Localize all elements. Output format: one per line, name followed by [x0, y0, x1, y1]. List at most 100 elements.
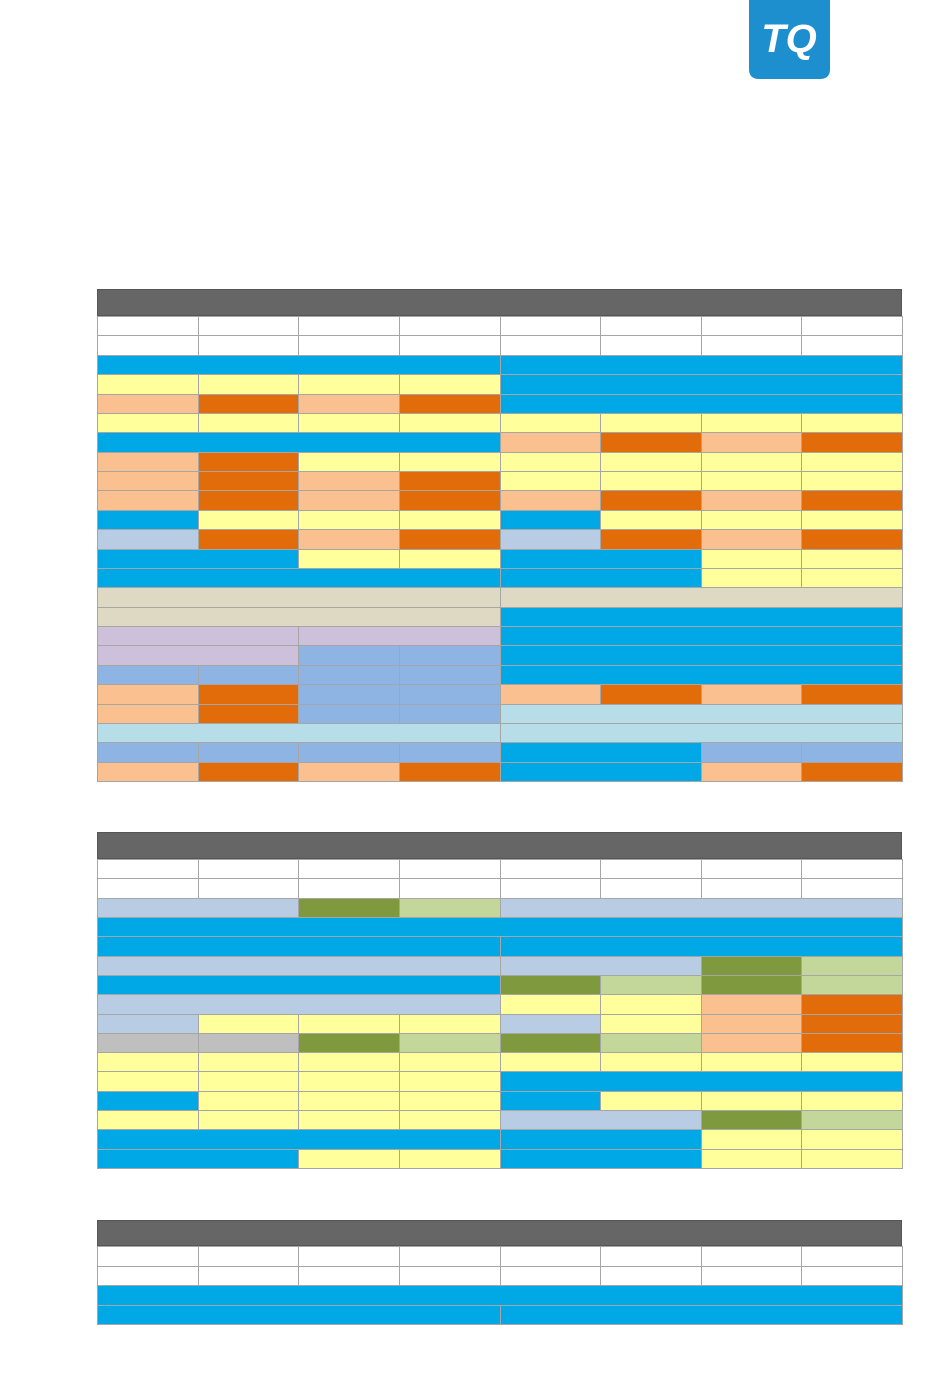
table-cell	[298, 1265, 400, 1286]
table-cell	[600, 974, 702, 996]
table-cell	[97, 936, 501, 957]
table-cell	[801, 509, 903, 531]
table-cell	[499, 1090, 602, 1112]
table-cell	[600, 994, 702, 1015]
table-cell	[398, 897, 501, 918]
table-cell	[298, 1013, 400, 1034]
table-cell	[801, 1013, 903, 1034]
table-cell	[801, 529, 903, 550]
table-cell	[700, 684, 803, 705]
table-cell	[499, 548, 702, 569]
table-header	[97, 1220, 902, 1246]
table-cell	[499, 509, 602, 531]
table-cell	[398, 878, 501, 899]
table-cell	[97, 761, 199, 782]
table-cell	[298, 1071, 400, 1092]
table-cell	[97, 1265, 199, 1286]
table-cell	[97, 878, 199, 899]
table-cell	[499, 1032, 602, 1054]
table-cell	[600, 1052, 702, 1073]
table-cell	[97, 664, 199, 686]
table-cell	[197, 490, 300, 511]
table-cell	[197, 1052, 300, 1073]
table-cell	[499, 859, 602, 880]
table-cell	[398, 1071, 501, 1092]
table-cell	[97, 684, 199, 705]
table-cell	[298, 335, 400, 356]
table-cell	[97, 412, 199, 434]
logo-background	[749, 0, 830, 79]
table-cell	[298, 1032, 400, 1054]
table-cell	[499, 412, 602, 434]
table-cell	[499, 703, 903, 724]
table-cell	[398, 374, 501, 395]
table-cell	[499, 529, 602, 550]
table-cell	[801, 1052, 903, 1073]
table-cell	[499, 1013, 602, 1034]
table-cell	[298, 684, 400, 705]
table-cell	[801, 1032, 903, 1054]
table-header	[97, 832, 902, 859]
table-cell	[499, 432, 602, 453]
table-cell	[700, 509, 803, 531]
table-cell	[398, 316, 501, 337]
table-cell	[197, 509, 300, 531]
table-cell	[499, 1071, 903, 1092]
table-cell	[97, 1013, 199, 1034]
table-cell	[97, 567, 501, 589]
table-cell	[298, 451, 400, 472]
table-cell	[298, 374, 400, 395]
table-cell	[298, 742, 400, 763]
table-cell	[499, 761, 702, 782]
table-cell	[700, 1110, 803, 1131]
table-cell	[801, 761, 903, 782]
table-cell	[700, 1090, 803, 1112]
table-cell	[600, 1265, 702, 1286]
table-cell	[97, 587, 501, 608]
table-cell	[97, 742, 199, 763]
table-cell	[398, 645, 501, 666]
table-cell	[600, 684, 702, 705]
table-cell	[398, 703, 501, 724]
table-cell	[499, 742, 702, 763]
table-cell	[298, 509, 400, 531]
table-cell	[298, 626, 501, 647]
table-cell	[600, 1013, 702, 1034]
table-cell	[97, 529, 199, 550]
table-cell	[700, 412, 803, 434]
table-cell	[398, 451, 501, 472]
table-cell	[600, 878, 702, 899]
table-cell	[600, 451, 702, 472]
table-cell	[97, 703, 199, 724]
table-cell	[499, 722, 903, 744]
table-cell	[499, 897, 903, 918]
table-cell	[97, 1090, 199, 1112]
table-cell	[197, 1013, 300, 1034]
table-cell	[97, 955, 501, 976]
table-cell	[97, 1246, 199, 1267]
table-cell	[197, 393, 300, 414]
table-cell	[298, 1148, 400, 1169]
table-cell	[499, 1052, 602, 1073]
table-cell	[398, 1090, 501, 1112]
table-cell	[398, 684, 501, 705]
table-cell	[398, 1265, 501, 1286]
table-cell	[801, 994, 903, 1015]
table-cell	[398, 1246, 501, 1267]
table-cell	[700, 567, 803, 589]
table-cell	[700, 994, 803, 1015]
table-cell	[499, 606, 903, 627]
table-cell	[298, 548, 400, 569]
table-cell	[197, 1032, 300, 1054]
table-cell	[97, 1129, 501, 1150]
table-cell	[398, 548, 501, 569]
table-cell	[97, 722, 501, 744]
table-cell	[197, 684, 300, 705]
table-cell	[499, 1148, 702, 1169]
table-cell	[197, 761, 300, 782]
table-cell	[97, 451, 199, 472]
table-cell	[298, 645, 400, 666]
table-cell	[97, 432, 501, 453]
table-cell	[97, 1032, 199, 1054]
